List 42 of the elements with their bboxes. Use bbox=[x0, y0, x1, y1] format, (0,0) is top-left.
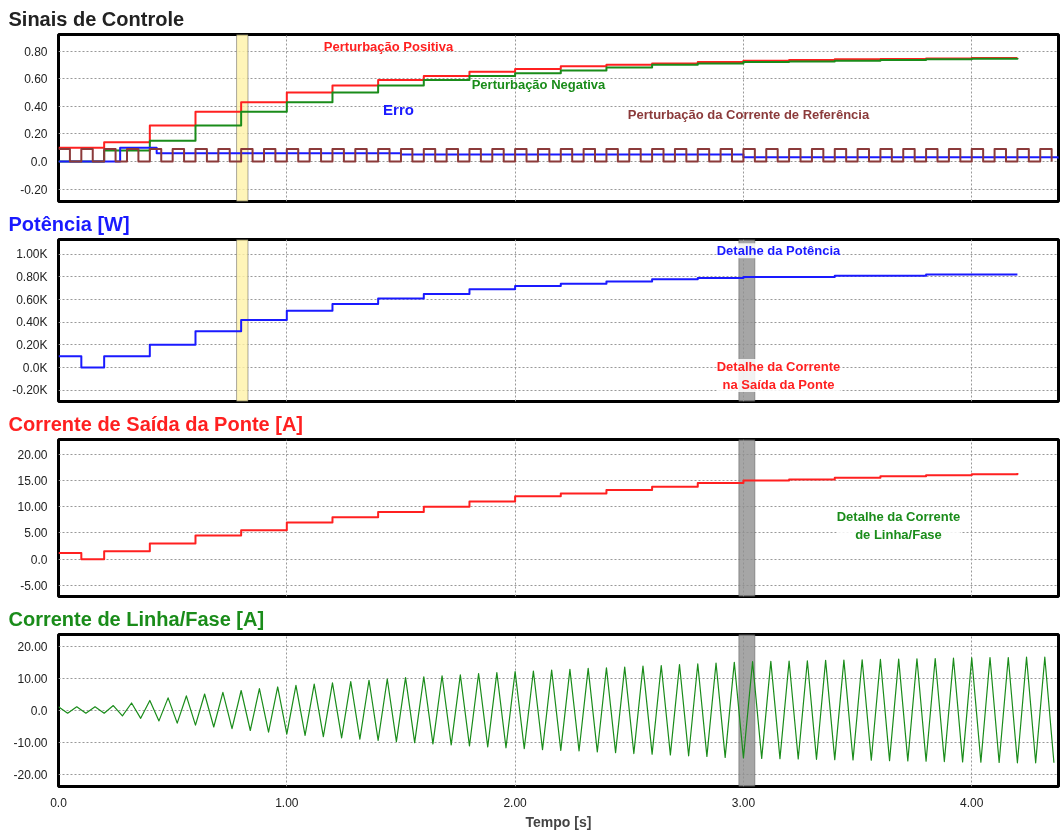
chart-title: Potência [W] bbox=[8, 212, 130, 235]
series-label: Perturbação Negativa bbox=[471, 77, 607, 93]
x-tick-label: 0.0 bbox=[50, 795, 68, 810]
x-axis-title: Tempo [s] bbox=[525, 813, 592, 830]
y-tick-label: 0.0K bbox=[22, 360, 48, 375]
y-tick-label: 10.00 bbox=[17, 500, 48, 515]
x-tick-label: 1.00 bbox=[275, 795, 299, 810]
y-tick-label: 10.00 bbox=[17, 671, 48, 686]
y-tick-label: 0.60K bbox=[16, 292, 48, 307]
y-tick-label: 5.00 bbox=[24, 526, 48, 541]
y-tick-label: 0.0 bbox=[30, 703, 48, 718]
y-tick-label: 0.80K bbox=[16, 269, 48, 284]
y-tick-label: -0.20K bbox=[12, 383, 48, 398]
x-tick-label: 2.00 bbox=[503, 795, 528, 810]
annotation: Detalhe da Potência bbox=[716, 243, 842, 259]
y-tick-label: 0.40 bbox=[24, 99, 48, 114]
annotation: Detalhe da Corrente de Linha/Fase bbox=[836, 509, 961, 543]
y-tick-label: 0.0 bbox=[30, 154, 48, 169]
y-tick-label: 0.0 bbox=[30, 552, 48, 567]
chart-title: Sinais de Controle bbox=[8, 7, 185, 30]
y-tick-label: 15.00 bbox=[17, 473, 48, 488]
y-tick-label: 20.00 bbox=[17, 639, 48, 654]
y-tick-label: -5.00 bbox=[20, 578, 48, 593]
y-tick-label: 0.80 bbox=[24, 44, 48, 59]
x-tick-label: 4.00 bbox=[960, 795, 984, 810]
text: Perturbação da Corrente de Referência bbox=[627, 107, 870, 123]
y-tick-label: 20.00 bbox=[17, 447, 48, 462]
y-tick-label: 1.00K bbox=[16, 247, 48, 262]
line-series bbox=[58, 656, 1055, 764]
chart-title: Corrente de Linha/Fase [A] bbox=[8, 607, 265, 630]
y-tick-label: 0.60 bbox=[24, 72, 48, 87]
y-tick-label: -20.00 bbox=[13, 767, 48, 782]
y-tick-label: -10.00 bbox=[13, 735, 48, 750]
series-label: Perturbação Positiva bbox=[323, 38, 454, 54]
y-tick-label: 0.20K bbox=[16, 337, 48, 352]
chart-title: Corrente de Saída da Ponte [A] bbox=[8, 412, 303, 435]
annotation: Detalhe da Corrente na Saída da Ponte bbox=[716, 359, 841, 393]
y-tick-label: -0.20 bbox=[20, 182, 48, 197]
y-tick-label: 0.40K bbox=[16, 315, 48, 330]
text: Erro bbox=[383, 101, 414, 119]
y-tick-label: 0.20 bbox=[24, 127, 48, 142]
x-tick-label: 3.00 bbox=[731, 795, 756, 810]
